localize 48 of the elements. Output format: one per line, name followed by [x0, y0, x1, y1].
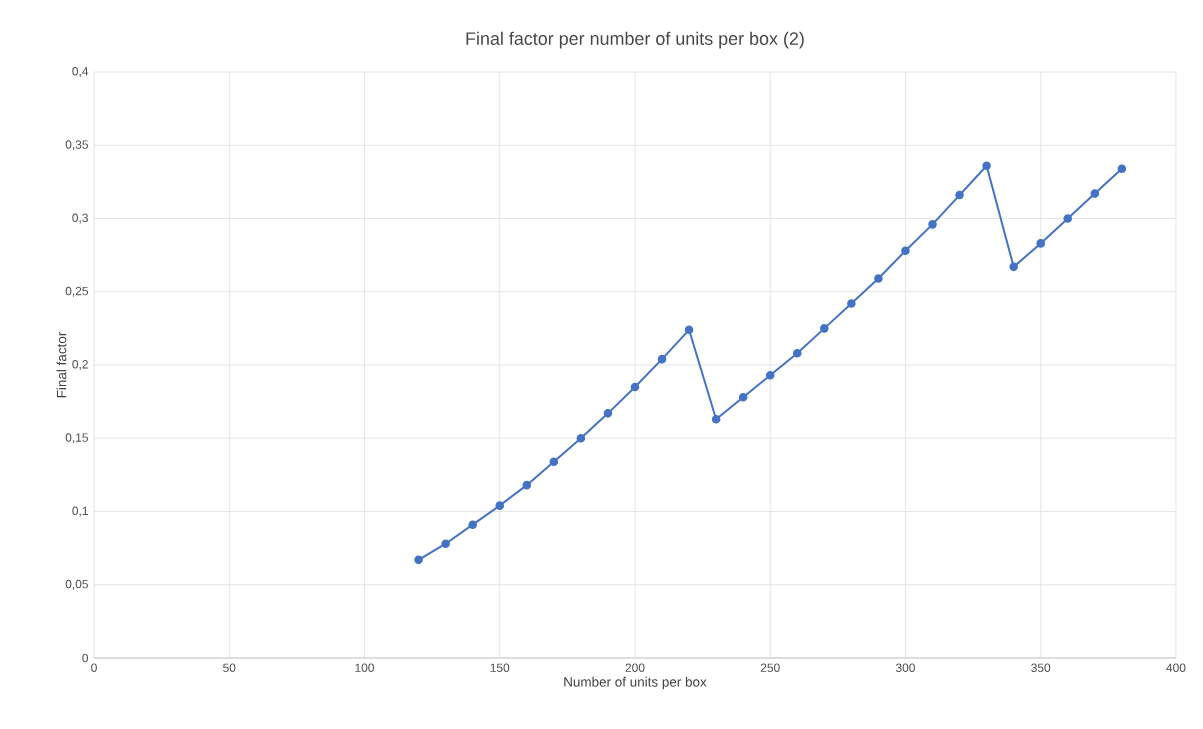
- point: [847, 299, 856, 308]
- point: [955, 190, 964, 200]
- y-tick-label: 0,2: [72, 360, 88, 370]
- x-tick-label: 100: [355, 663, 374, 672]
- point: [874, 274, 883, 283]
- point: [928, 220, 937, 229]
- x-tick-label: 150: [490, 663, 510, 672]
- point: [684, 325, 694, 335]
- y-tick-label: 0,3: [72, 213, 88, 224]
- y-tick-label: 0,05: [65, 579, 88, 590]
- point: [738, 392, 748, 402]
- x-axis-title: Number of units per box: [564, 676, 707, 690]
- x-tick-label: 0: [91, 663, 97, 672]
- point: [603, 409, 613, 418]
- point: [1090, 189, 1100, 198]
- point: [522, 480, 532, 490]
- point: [549, 457, 559, 466]
- point: [982, 161, 991, 171]
- point: [711, 414, 721, 424]
- y-tick-label: 0,15: [65, 433, 88, 444]
- point: [792, 348, 802, 358]
- point: [576, 433, 586, 443]
- point: [414, 555, 423, 565]
- y-tick-label: 0,4: [72, 67, 89, 77]
- x-tick-label: 350: [1031, 663, 1051, 672]
- y-tick-label: 0,1: [72, 506, 88, 517]
- point: [1063, 214, 1073, 223]
- y-tick-label: 0: [82, 653, 89, 663]
- y-axis-title: Final factor: [56, 331, 67, 398]
- point: [765, 370, 775, 380]
- x-tick-label: 300: [895, 663, 915, 672]
- x-tick-label: 200: [625, 663, 645, 672]
- point: [820, 324, 829, 333]
- point: [468, 520, 477, 529]
- point: [1009, 262, 1018, 272]
- point: [657, 354, 667, 364]
- y-tick-label: 0,35: [65, 140, 88, 151]
- y-tick-label: 0,25: [65, 286, 88, 297]
- point: [630, 382, 640, 392]
- point: [901, 246, 910, 256]
- point: [1117, 164, 1127, 173]
- point: [441, 539, 450, 549]
- x-tick-label: 250: [760, 663, 780, 672]
- point: [495, 501, 505, 510]
- x-tick-label: 50: [223, 663, 236, 672]
- point: [1036, 239, 1045, 248]
- chart-title: Final factor per number of units per box (2): [466, 31, 804, 49]
- x-tick-label: 400: [1166, 663, 1186, 672]
